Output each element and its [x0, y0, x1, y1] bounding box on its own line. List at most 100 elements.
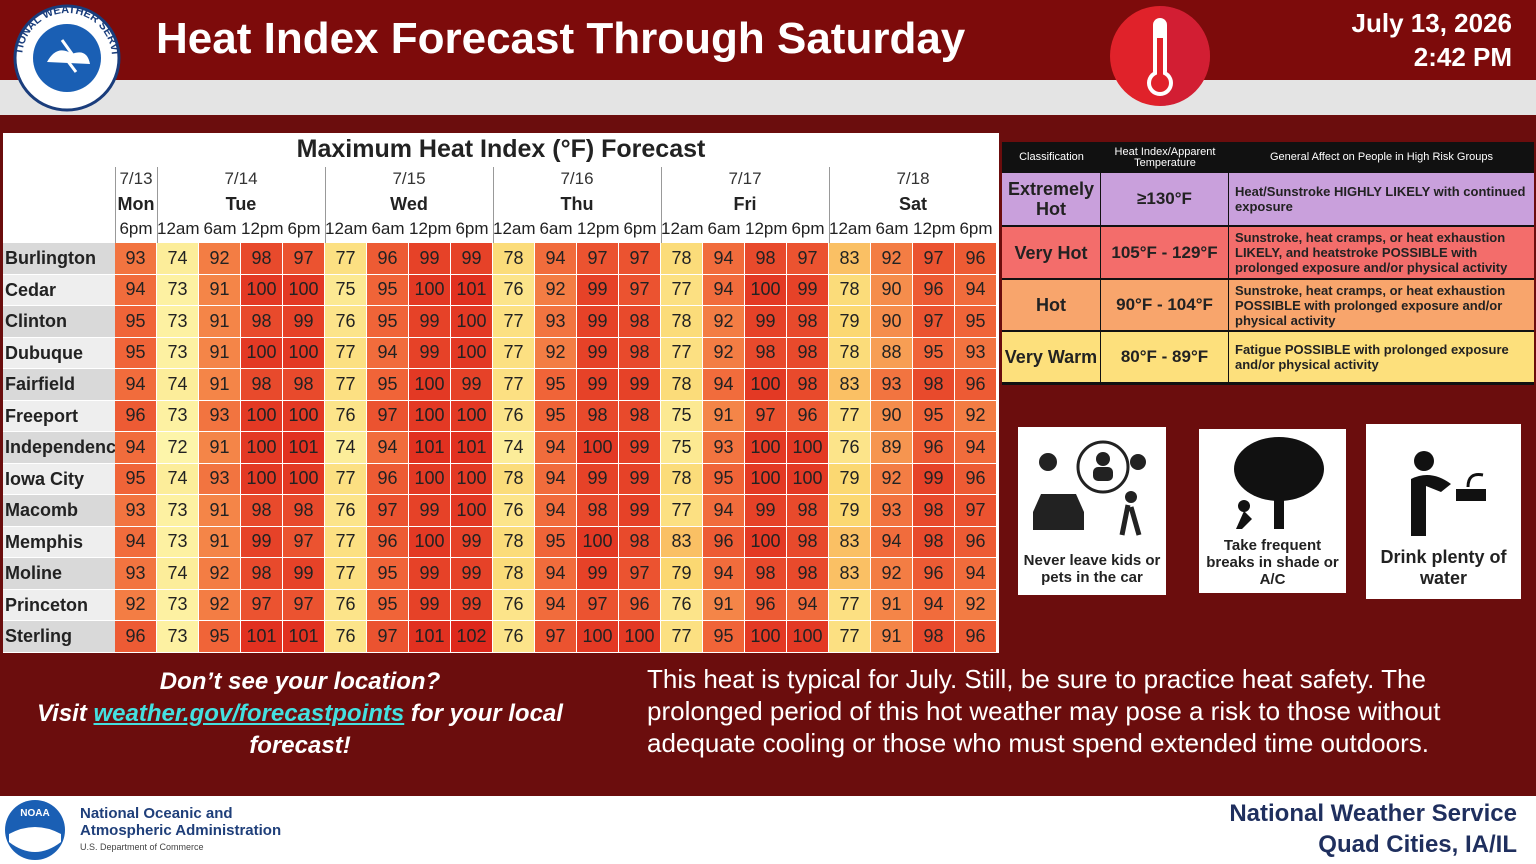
heat-index-cell: 98: [241, 369, 283, 401]
heat-index-cell: 94: [871, 526, 913, 558]
tip-card: Never leave kids or pets in the car: [1018, 427, 1166, 595]
heat-index-cell: 98: [241, 558, 283, 590]
heat-index-cell: 102: [451, 621, 493, 653]
tip-text: Drink plenty of water: [1380, 547, 1507, 588]
tip-card: Take frequent breaks in shade or A/C: [1199, 429, 1346, 593]
heat-index-cell: 99: [409, 243, 451, 275]
heat-index-cell: 99: [577, 463, 619, 495]
location-name: Fairfield: [3, 369, 115, 401]
heat-index-cell: 79: [829, 463, 871, 495]
heat-index-cell: 100: [409, 463, 451, 495]
heat-index-cell: 77: [325, 243, 367, 275]
heat-index-cell: 100: [451, 463, 493, 495]
heat-index-cell: 95: [367, 589, 409, 621]
heat-index-cell: 97: [577, 243, 619, 275]
heat-index-cell: 100: [451, 306, 493, 338]
heat-index-cell: 75: [325, 274, 367, 306]
location-name: Sterling: [3, 621, 115, 653]
heat-index-cell: 98: [787, 558, 829, 590]
heat-index-cell: 98: [241, 306, 283, 338]
agency-line: Atmospheric Administration: [80, 822, 282, 839]
heat-index-cell: 95: [703, 621, 745, 653]
office-location: Quad Cities, IA/IL: [1318, 831, 1517, 858]
heat-index-cell: 99: [451, 369, 493, 401]
time-label: 12pm: [913, 219, 956, 238]
time-label: 12pm: [745, 219, 788, 238]
heat-index-cell: 79: [829, 306, 871, 338]
time-label: 6pm: [119, 219, 153, 238]
heat-index-cell: 93: [955, 337, 997, 369]
time-label: 12pm: [577, 219, 620, 238]
heat-index-cell: 99: [283, 558, 325, 590]
heat-index-cell: 100: [745, 369, 787, 401]
heat-index-cell: 100: [241, 337, 283, 369]
legend-class: Hot: [1002, 280, 1100, 330]
heat-index-cell: 100: [283, 274, 325, 306]
heat-index-cell: 75: [661, 432, 703, 464]
heat-index-cell: 92: [703, 306, 745, 338]
heat-index-cell: 98: [619, 526, 661, 558]
heat-index-cell: 76: [325, 400, 367, 432]
heat-index-cell: 100: [241, 432, 283, 464]
legend-header: Heat Index/Apparent Temperature: [1114, 145, 1216, 169]
heat-index-cell: 78: [661, 243, 703, 275]
heat-index-cell: 94: [115, 369, 157, 401]
heat-index-cell: 98: [787, 526, 829, 558]
heat-index-cell: 100: [283, 400, 325, 432]
heat-index-cell: 100: [577, 526, 619, 558]
heat-index-cell: 92: [871, 463, 913, 495]
day-name: Wed: [390, 194, 428, 214]
heat-index-cell: 97: [283, 243, 325, 275]
heat-index-cell: 97: [367, 621, 409, 653]
heat-index-cell: 76: [661, 589, 703, 621]
heat-index-cell: 95: [115, 463, 157, 495]
heat-index-cell: 73: [157, 400, 199, 432]
heat-index-cell: 99: [577, 274, 619, 306]
heat-index-cell: 101: [451, 274, 493, 306]
day-divider: [115, 167, 116, 243]
heat-index-cell: 92: [703, 337, 745, 369]
location-name: Cedar Rapids: [3, 274, 115, 331]
heat-index-cell: 93: [535, 306, 577, 338]
forecast-link[interactable]: weather.gov/forecastpoints: [93, 700, 405, 727]
heat-index-cell: 91: [703, 400, 745, 432]
location-name: Dubuque: [3, 337, 115, 369]
legend-class: Extremely Hot: [1002, 173, 1100, 225]
heat-index-cell: 96: [913, 274, 955, 306]
heat-index-cell: 83: [829, 526, 871, 558]
legend-effect: Sunstroke, heat cramps, or heat exhausti…: [1229, 280, 1534, 330]
heat-index-cell: 93: [703, 432, 745, 464]
heat-index-cell: 100: [241, 400, 283, 432]
heat-index-cell: 94: [535, 589, 577, 621]
heat-index-cell: 78: [493, 558, 535, 590]
location-name: Clinton: [3, 306, 115, 338]
heat-index-cell: 92: [955, 589, 997, 621]
heat-index-cell: 74: [325, 432, 367, 464]
heat-index-cell: 97: [619, 274, 661, 306]
heat-index-cell: 78: [661, 369, 703, 401]
heat-index-cell: 76: [325, 306, 367, 338]
heat-index-cell: 98: [619, 337, 661, 369]
heat-index-cell: 100: [451, 337, 493, 369]
time-label: 6am: [371, 219, 405, 238]
heat-index-cell: 101: [409, 432, 451, 464]
heat-index-cell: 73: [157, 526, 199, 558]
day-divider: [829, 167, 830, 243]
heat-index-cell: 97: [955, 495, 997, 527]
heat-index-cell: 91: [199, 274, 241, 306]
heat-index-cell: 94: [955, 274, 997, 306]
agency-line: National Oceanic and: [80, 805, 233, 822]
heat-index-cell: 83: [829, 243, 871, 275]
heat-index-cell: 73: [157, 589, 199, 621]
heat-index-cell: 99: [577, 337, 619, 369]
heat-index-cell: 77: [325, 463, 367, 495]
heat-index-cell: 93: [115, 243, 157, 275]
heat-index-cell: 77: [829, 621, 871, 653]
day-name: Mon: [117, 194, 155, 214]
legend-header: Classification: [1019, 151, 1084, 163]
heat-index-cell: 73: [157, 306, 199, 338]
note-text: for your local forecast!: [249, 700, 563, 759]
heat-index-cell: 100: [409, 274, 451, 306]
heat-index-cell: 96: [115, 621, 157, 653]
